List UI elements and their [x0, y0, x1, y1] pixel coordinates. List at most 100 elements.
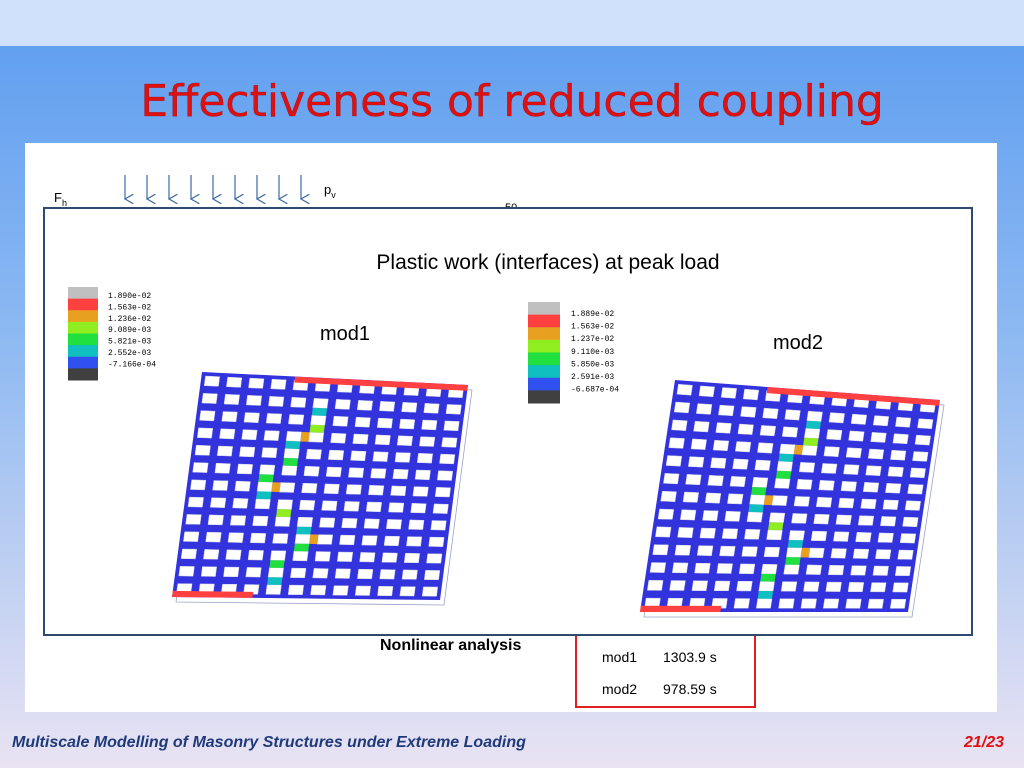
- mesh-block: [840, 481, 857, 492]
- damaged-interface: [285, 440, 301, 449]
- mesh-block: [895, 416, 912, 428]
- mesh-block: [288, 414, 305, 425]
- mesh-block: [424, 570, 441, 581]
- mesh-block: [232, 498, 249, 509]
- legend-value: 5.821e-03: [108, 338, 151, 347]
- mesh-block: [740, 406, 757, 418]
- mesh-block: [290, 397, 307, 408]
- time-table: mod1 1303.9 s mod2 978.59 s: [602, 649, 717, 697]
- mesh-block: [715, 422, 732, 434]
- mesh-block: [239, 446, 256, 458]
- mesh-block: [403, 552, 420, 564]
- legend-value: 2.552e-03: [108, 349, 151, 358]
- load-subscript: v: [331, 190, 336, 200]
- mesh-block: [316, 534, 333, 545]
- mesh-block: [867, 448, 885, 460]
- mesh-block: [806, 410, 823, 422]
- damaged-interface: [751, 487, 767, 496]
- mesh-block: [857, 515, 875, 526]
- legend-value: 5.850e-03: [571, 360, 614, 369]
- mesh-block: [815, 496, 833, 508]
- mesh-block: [426, 553, 443, 564]
- mesh-block: [682, 491, 699, 503]
- mesh-block: [183, 531, 200, 542]
- mesh-block: [410, 503, 427, 514]
- force-subscript: h: [62, 198, 67, 208]
- mesh-block: [270, 550, 287, 561]
- mesh-block: [401, 569, 418, 580]
- mesh-block: [406, 536, 423, 547]
- mesh-block: [268, 396, 285, 407]
- mesh-block: [312, 568, 329, 579]
- slide-title: Effectiveness of reduced coupling: [140, 76, 884, 127]
- mesh-block: [828, 412, 845, 424]
- mesh-block: [759, 425, 776, 437]
- edge-damage: [172, 590, 254, 598]
- mesh-block: [652, 544, 669, 556]
- mesh-block: [860, 498, 877, 510]
- legend-value: 2.591e-03: [571, 373, 614, 382]
- mesh-block: [796, 479, 813, 490]
- mesh-block: [310, 585, 327, 596]
- mesh-block: [761, 563, 778, 575]
- mesh-block: [671, 419, 688, 431]
- mesh-block: [332, 585, 349, 596]
- mesh-block: [672, 562, 689, 574]
- mesh-block: [674, 544, 691, 556]
- mesh-block: [334, 568, 351, 579]
- mesh-block: [833, 531, 850, 542]
- mesh-block: [843, 464, 860, 475]
- mesh-block: [751, 477, 769, 488]
- mesh-block: [735, 441, 752, 453]
- legend-band: [528, 377, 560, 391]
- mesh-block: [399, 586, 416, 597]
- legend-band: [528, 314, 560, 328]
- mesh-block: [419, 436, 436, 447]
- legend-value: -6.687e-04: [571, 386, 619, 395]
- damaged-interface: [768, 522, 784, 531]
- top-band: [0, 0, 1024, 46]
- mesh-block: [887, 466, 904, 477]
- mesh-block: [359, 552, 376, 563]
- legend-value: 1.890e-02: [108, 292, 151, 301]
- mesh-block: [299, 499, 316, 511]
- mesh-block: [428, 536, 445, 547]
- mesh-block: [227, 532, 244, 543]
- mesh-block: [354, 416, 371, 428]
- mesh-block: [401, 402, 418, 413]
- mesh-block: [252, 515, 269, 527]
- mesh-block: [754, 459, 771, 471]
- mesh-block: [226, 376, 243, 388]
- mesh-block: [439, 453, 456, 465]
- mesh-block: [762, 407, 779, 419]
- mesh-block: [875, 549, 892, 560]
- legend-band: [68, 345, 98, 358]
- edge-damage: [766, 387, 940, 406]
- mesh-block: [230, 515, 247, 526]
- load-arrows: [125, 175, 301, 199]
- mesh-block: [818, 480, 835, 491]
- mesh-block: [443, 420, 460, 432]
- mesh-block: [437, 470, 454, 481]
- mesh-block: [850, 413, 867, 425]
- mesh-block: [408, 519, 425, 530]
- mesh-block: [283, 448, 300, 459]
- mesh-block: [698, 385, 715, 398]
- mesh-block: [673, 401, 691, 414]
- mesh-block: [850, 565, 867, 576]
- mesh-block: [243, 412, 260, 423]
- mesh-block: [821, 463, 838, 474]
- mesh-block: [835, 514, 852, 525]
- mesh-block: [392, 468, 409, 480]
- mesh-block: [343, 501, 360, 512]
- mesh-block: [720, 387, 737, 399]
- damaged-interface: [311, 407, 327, 416]
- mesh-block: [713, 580, 731, 592]
- mesh-block: [826, 429, 843, 441]
- force-symbol: F: [54, 190, 62, 205]
- run-time: 1303.9 s: [663, 649, 717, 665]
- mesh-block: [865, 465, 882, 476]
- mesh-block: [203, 549, 220, 560]
- mesh-block: [323, 483, 340, 495]
- damaged-interface: [787, 540, 804, 548]
